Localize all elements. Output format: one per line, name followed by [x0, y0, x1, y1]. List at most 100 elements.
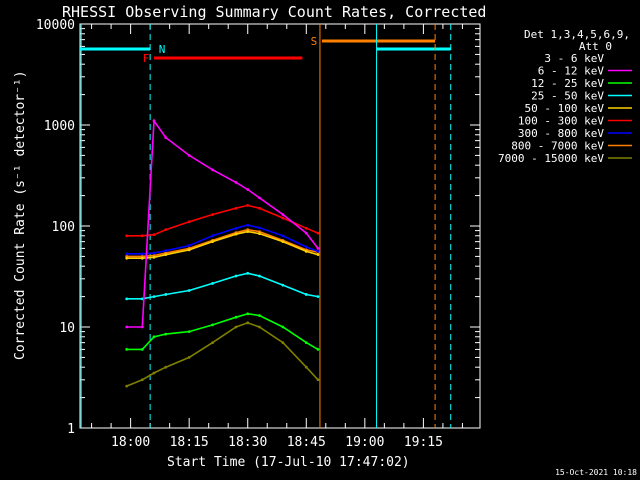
data-point — [246, 203, 250, 207]
data-point — [316, 216, 320, 220]
data-point — [281, 283, 285, 287]
plot-area: 1 10 100 1000 10000 18:00 18:15 18:30 18:45 19:00… — [36, 18, 481, 450]
data-point — [187, 289, 191, 292]
x-tick-label: 19:15 — [404, 435, 443, 450]
legend-label: 12 - 25 keV — [531, 77, 604, 90]
data-point — [152, 233, 156, 237]
legend-label: 100 - 300 keV — [518, 115, 604, 128]
data-point — [316, 250, 320, 253]
data-point — [234, 226, 238, 230]
series-line — [153, 114, 319, 219]
data-point — [125, 384, 129, 388]
data-point — [304, 250, 308, 253]
data-point — [304, 226, 308, 230]
data-point — [125, 234, 129, 238]
data-point — [140, 252, 144, 256]
x-tick-label: 18:30 — [228, 435, 267, 450]
data-point — [258, 232, 261, 236]
data-point — [211, 341, 214, 345]
x-tick-label: 18:15 — [170, 435, 209, 450]
data-point — [125, 325, 129, 329]
data-point — [187, 244, 191, 247]
data-point — [164, 125, 168, 129]
data-point — [152, 371, 156, 375]
x-tick-label: 18:00 — [111, 435, 150, 450]
legend-label: 800 - 7000 keV — [511, 140, 604, 153]
data-point — [125, 256, 129, 260]
data-point — [234, 181, 238, 184]
data-point — [281, 184, 285, 188]
data-point — [258, 196, 261, 200]
data-point — [234, 315, 238, 319]
flag-label: F — [143, 52, 150, 65]
data-point — [125, 252, 129, 256]
data-point — [316, 295, 320, 298]
data-point — [152, 119, 156, 123]
y-tick-label: 10 — [59, 321, 75, 336]
data-point — [211, 152, 214, 156]
data-point — [281, 341, 285, 345]
data-point — [258, 170, 261, 174]
data-point — [211, 323, 214, 327]
data-point — [211, 282, 214, 285]
data-point — [281, 325, 285, 329]
data-point — [164, 332, 168, 336]
legend-label: 300 - 800 keV — [518, 127, 604, 140]
data-point — [164, 365, 168, 369]
data-point — [211, 168, 214, 172]
data-point — [164, 228, 168, 232]
data-point — [316, 253, 320, 257]
data-point — [316, 348, 320, 351]
data-point — [234, 206, 238, 210]
data-point — [304, 231, 308, 235]
data-point — [187, 330, 191, 334]
data-point — [187, 356, 191, 359]
data-point — [152, 335, 156, 339]
data-point — [316, 231, 320, 235]
x-axis-label: Start Time (17-Jul-10 17:47:02) — [167, 455, 410, 470]
data-point — [304, 245, 308, 249]
data-point — [152, 251, 156, 255]
flag-label: S — [311, 35, 318, 48]
data-point — [140, 325, 144, 329]
data-point — [234, 325, 238, 329]
data-point — [246, 312, 250, 316]
data-point — [211, 234, 214, 238]
series-line — [126, 204, 319, 237]
data-point — [152, 255, 156, 259]
data-point — [152, 295, 156, 298]
y-axis-label: Corrected Count Rate (s⁻¹ detector⁻¹) — [13, 70, 28, 360]
data-point — [234, 232, 238, 236]
series-line — [126, 272, 319, 300]
series-line — [126, 224, 319, 255]
series-line — [126, 321, 319, 387]
data-point — [211, 213, 214, 216]
data-point — [281, 213, 285, 216]
data-point — [234, 274, 238, 278]
y-tick-label: 1000 — [44, 119, 75, 134]
x-tick-label: 18:45 — [287, 435, 326, 450]
data-point — [140, 297, 144, 301]
data-point — [140, 378, 144, 382]
data-point — [152, 113, 156, 117]
data-point — [316, 247, 320, 250]
data-point — [187, 154, 191, 157]
data-point — [246, 230, 250, 234]
data-point — [258, 206, 261, 210]
chart-title: RHESSI Observing Summary Count Rates, Co… — [62, 3, 486, 21]
data-point — [304, 365, 308, 369]
y-tick-label: 100 — [52, 220, 75, 235]
data-point — [164, 293, 168, 296]
flag-label: N — [159, 43, 166, 56]
data-point — [234, 160, 238, 164]
data-point — [281, 216, 285, 220]
data-point — [187, 220, 191, 224]
data-point — [316, 378, 320, 382]
timestamp: 15-Oct-2021 10:18 — [555, 468, 637, 477]
data-point — [258, 314, 261, 317]
data-point — [211, 240, 214, 244]
series-line — [126, 230, 319, 260]
data-point — [246, 188, 250, 191]
data-point — [125, 348, 129, 351]
